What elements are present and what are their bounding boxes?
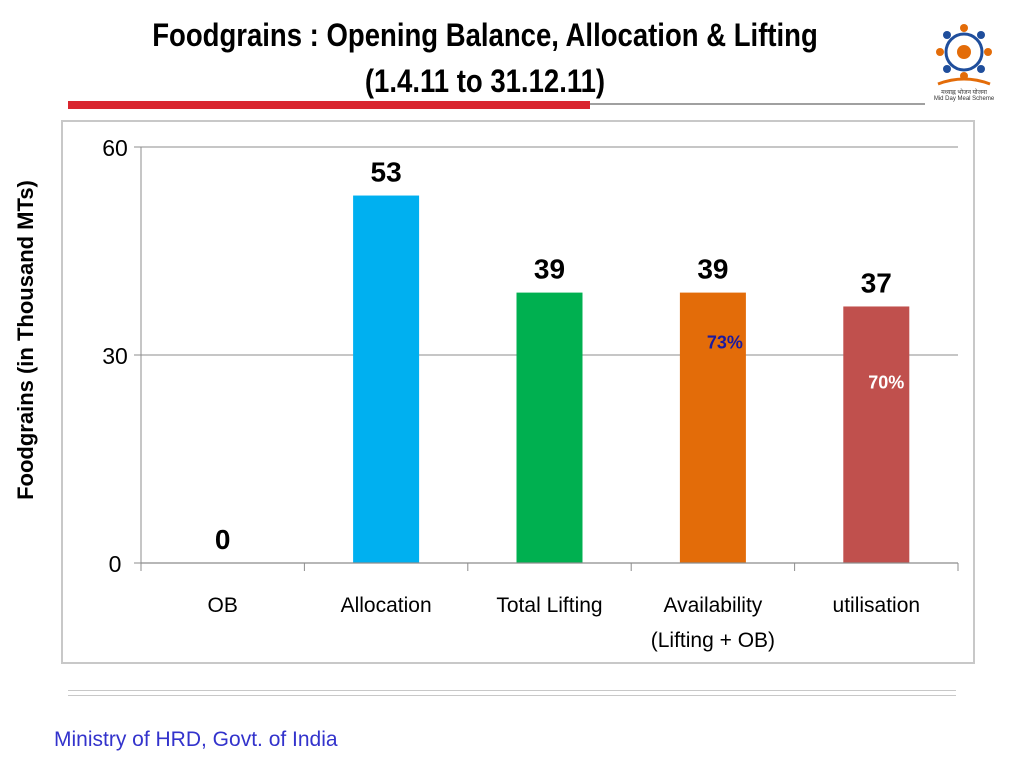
page-subtitle: (1.4.11 to 31.12.11) [364, 63, 606, 99]
footer-text: Ministry of HRD, Govt. of India [54, 728, 338, 751]
bar [353, 195, 420, 563]
logo-text-hindi: मध्याह्न भोजन योजना [941, 90, 987, 96]
y-tick-label: 60 [102, 135, 128, 161]
bar [843, 306, 910, 563]
percentage-annotation: 70% [868, 372, 904, 392]
data-label: 0 [215, 524, 231, 555]
category-label: utilisation [833, 594, 921, 617]
category-label: Total Lifting [496, 594, 602, 617]
bar [516, 292, 583, 563]
category-label: (Lifting + OB) [651, 629, 775, 652]
footer-rule [68, 690, 956, 691]
category-label: Availability [663, 594, 762, 617]
data-label: 39 [534, 254, 565, 285]
y-tick-label: 0 [109, 551, 122, 577]
y-tick-label: 30 [102, 343, 128, 369]
footer-rule-secondary [68, 695, 956, 696]
bar [679, 292, 746, 563]
logo-text-english: Mid Day Meal Scheme [933, 96, 995, 102]
title-rule-red [68, 101, 590, 109]
data-label: 53 [371, 157, 402, 188]
data-label: 37 [861, 267, 892, 298]
y-axis-label: Foodgrains (in Thousand MTs) [13, 180, 38, 500]
bar-chart: 0 30 60 0 OB 53 Allocation 39 Total Lifting 39 Ava… [102, 135, 959, 652]
category-label: Allocation [341, 594, 432, 617]
mid-day-meal-logo-icon [936, 24, 992, 86]
data-label: 39 [697, 254, 728, 285]
category-label: OB [208, 594, 238, 617]
title-rule-gray [590, 103, 925, 105]
page-title: Foodgrains : Opening Balance, Allocation… [152, 17, 818, 53]
percentage-annotation: 73% [707, 333, 743, 353]
